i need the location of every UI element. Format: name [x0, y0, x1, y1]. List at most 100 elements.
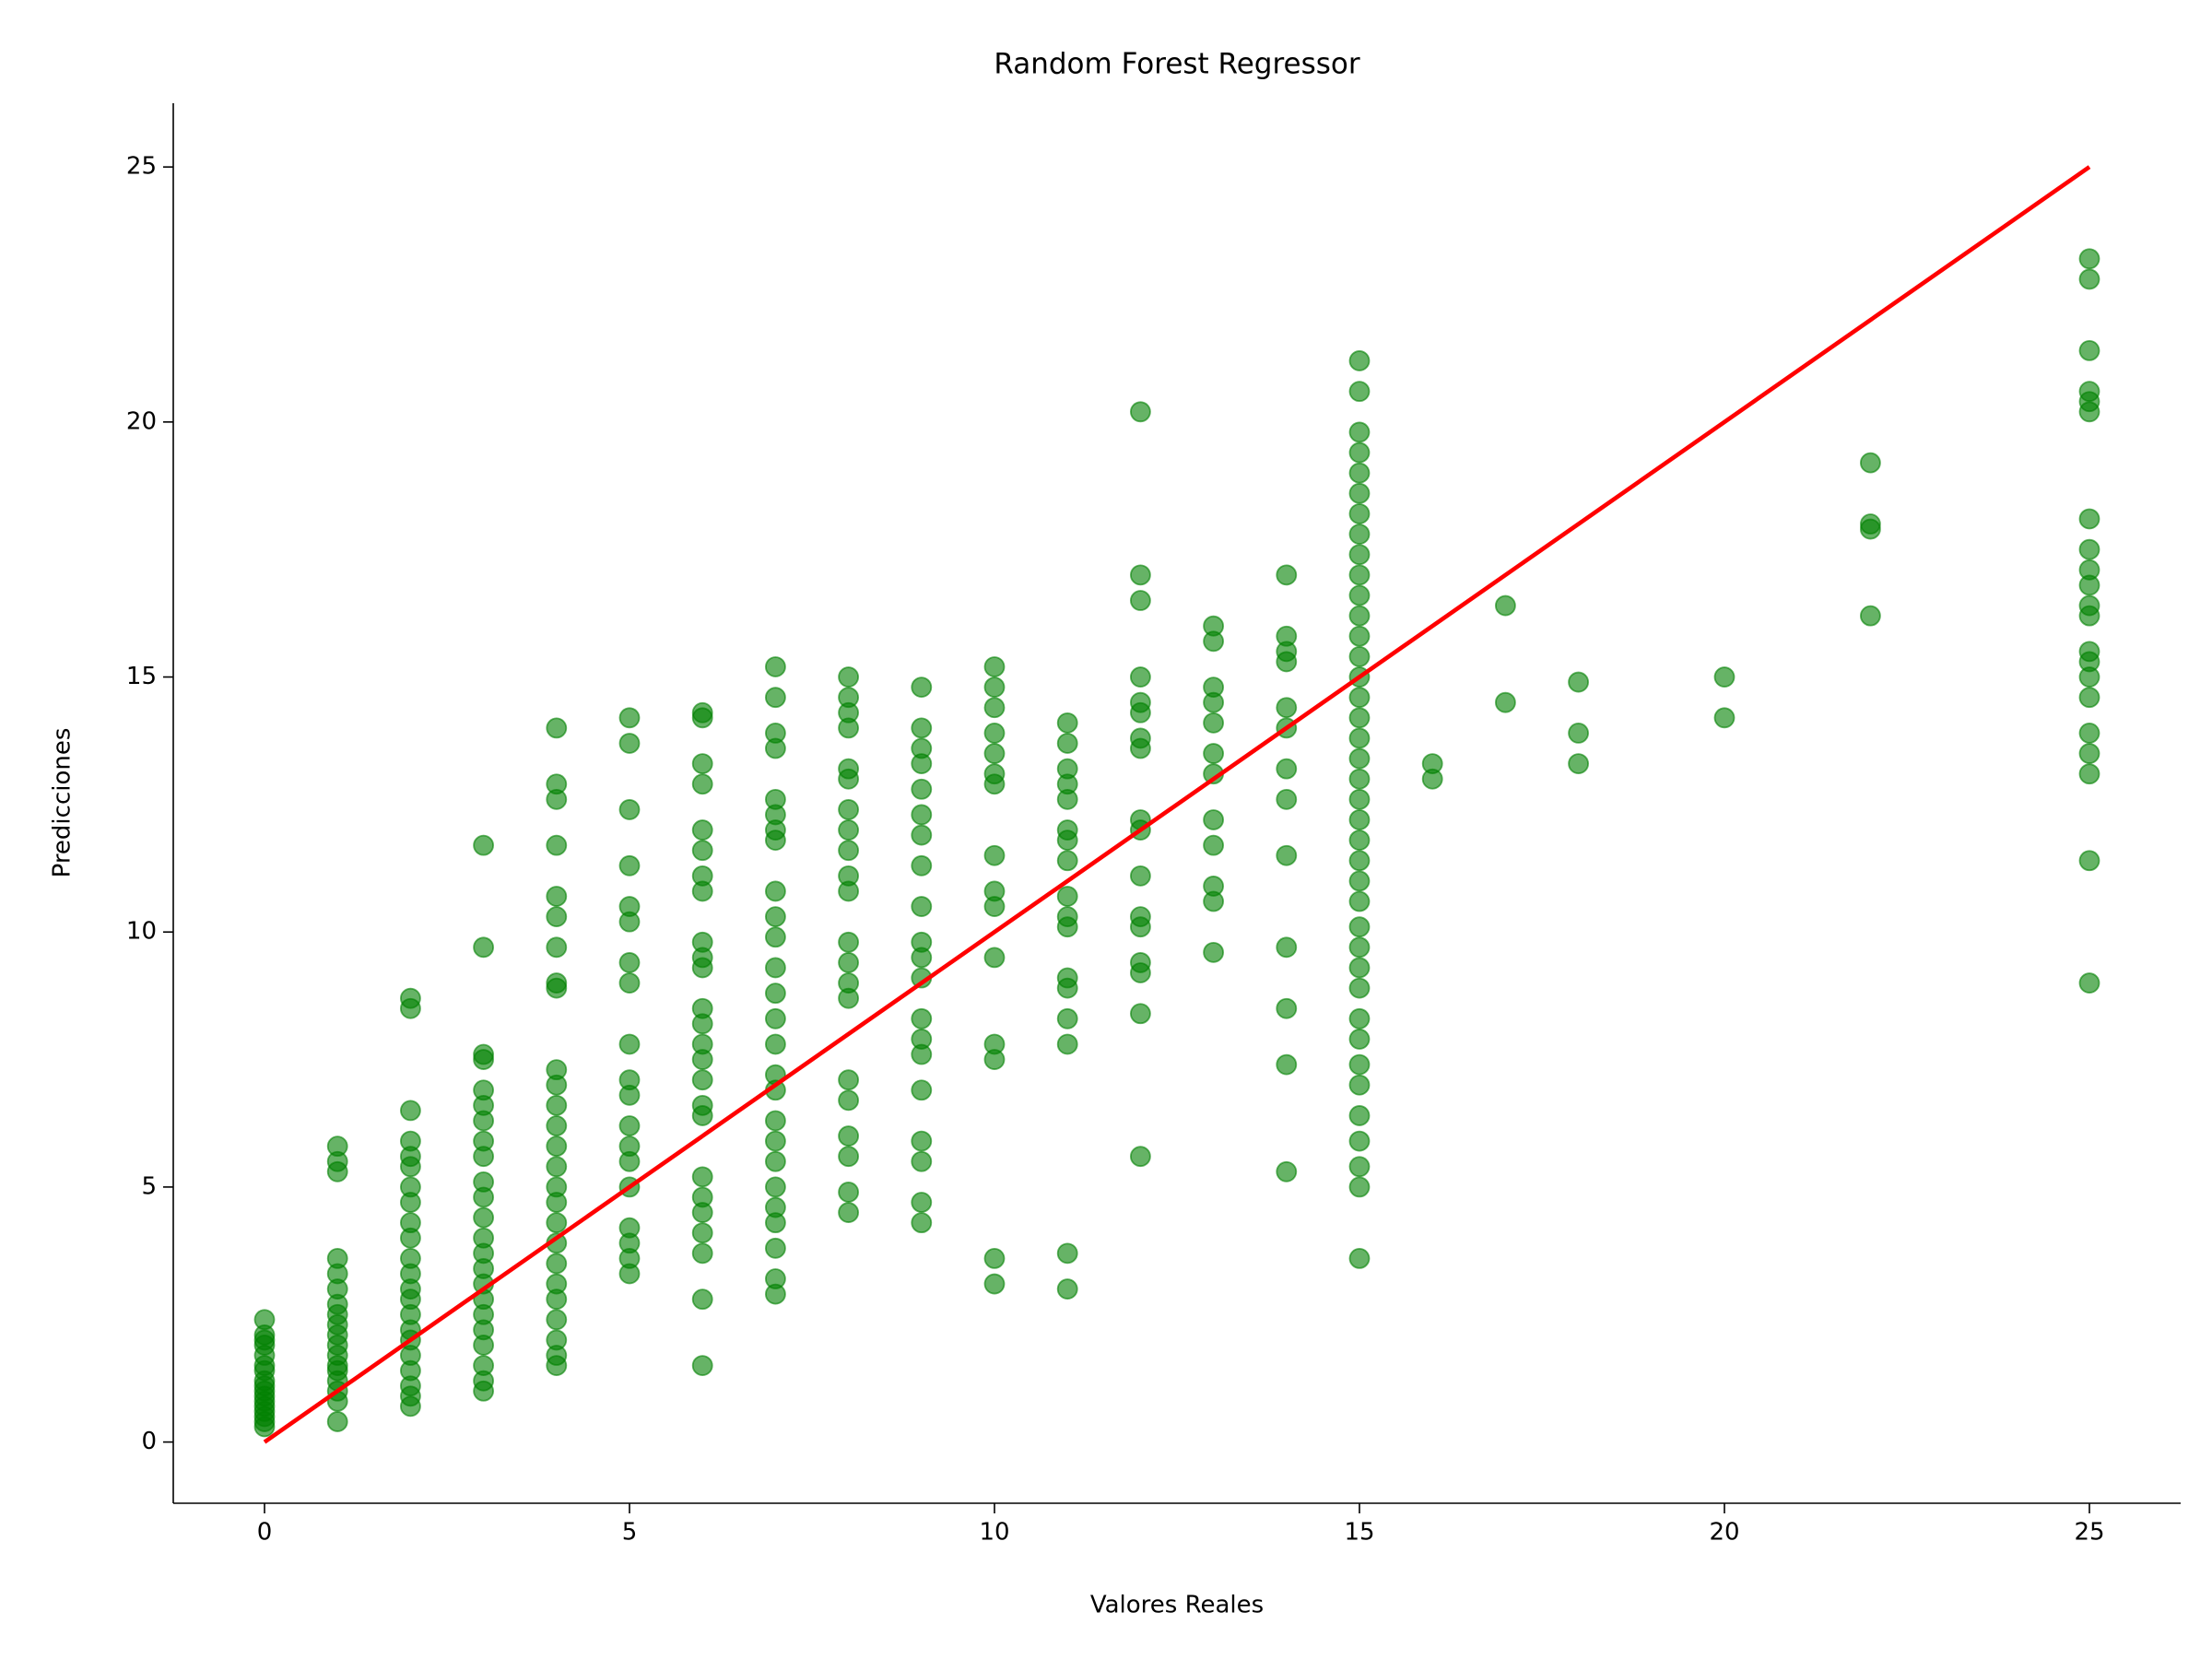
- point: [1348, 605, 1371, 627]
- point: [1130, 1003, 1151, 1025]
- point: [911, 1079, 933, 1101]
- point: [983, 880, 1006, 902]
- point: [546, 1094, 568, 1116]
- point: [546, 936, 568, 959]
- point: [691, 997, 713, 1019]
- point: [1348, 564, 1371, 586]
- point: [546, 886, 568, 907]
- point: [983, 844, 1006, 866]
- point: [618, 854, 641, 877]
- point: [1568, 753, 1589, 775]
- point: [838, 799, 859, 820]
- y-tick-label: 10: [126, 918, 157, 946]
- point: [546, 1176, 568, 1198]
- point: [1130, 906, 1151, 928]
- point: [1348, 524, 1371, 545]
- point: [983, 743, 1006, 764]
- point: [911, 1150, 933, 1172]
- point: [983, 1033, 1006, 1055]
- point: [838, 931, 859, 953]
- point: [765, 687, 786, 709]
- point: [691, 753, 713, 775]
- point: [911, 1192, 933, 1213]
- point: [1203, 809, 1224, 830]
- point: [1348, 350, 1371, 371]
- point: [1348, 916, 1371, 938]
- point: [983, 677, 1006, 699]
- point: [983, 1247, 1006, 1269]
- point: [618, 799, 641, 820]
- point: [765, 880, 786, 902]
- point: [1203, 615, 1224, 637]
- point: [1348, 727, 1371, 749]
- point: [911, 717, 933, 739]
- y-tick-label: 5: [141, 1172, 157, 1200]
- point: [473, 1355, 494, 1376]
- point: [765, 906, 786, 928]
- point: [765, 1130, 786, 1152]
- point: [1276, 1160, 1298, 1182]
- point: [546, 1135, 568, 1158]
- point: [326, 1411, 348, 1432]
- point: [1348, 1053, 1371, 1076]
- point: [2078, 743, 2100, 764]
- point: [2078, 559, 2100, 581]
- y-tick-label: 15: [126, 663, 157, 690]
- point: [765, 1176, 786, 1198]
- point: [911, 1212, 933, 1234]
- point: [618, 1135, 641, 1158]
- point: [691, 1069, 713, 1091]
- point: [765, 1268, 786, 1289]
- point: [546, 1156, 568, 1178]
- point: [546, 1059, 568, 1081]
- point: [2078, 339, 2100, 361]
- point: [1276, 1053, 1298, 1076]
- point: [1348, 707, 1371, 729]
- point: [691, 819, 713, 841]
- point: [1130, 952, 1151, 973]
- point: [1056, 758, 1078, 780]
- point: [546, 1212, 568, 1234]
- point: [983, 947, 1006, 969]
- point: [1348, 890, 1371, 912]
- point: [765, 723, 786, 744]
- point: [1276, 936, 1298, 959]
- point: [1860, 513, 1881, 535]
- point: [1348, 1029, 1371, 1050]
- x-tick-label: 15: [1344, 1519, 1374, 1547]
- point: [1203, 941, 1224, 963]
- point: [546, 834, 568, 856]
- point: [1348, 1247, 1371, 1269]
- point: [983, 656, 1006, 677]
- point: [1276, 844, 1298, 866]
- point: [546, 1309, 568, 1331]
- point: [1348, 1105, 1371, 1126]
- point: [2078, 594, 2100, 617]
- point: [1276, 758, 1298, 780]
- point: [1860, 605, 1881, 627]
- point: [1276, 625, 1298, 647]
- point: [1130, 1146, 1151, 1168]
- point: [2078, 508, 2100, 530]
- point: [326, 1135, 348, 1158]
- point: [1568, 723, 1589, 744]
- x-tick-label: 20: [1709, 1519, 1739, 1547]
- point: [765, 1110, 786, 1132]
- point: [1348, 1007, 1371, 1030]
- point: [1348, 646, 1371, 667]
- point: [618, 896, 641, 917]
- point: [618, 1115, 641, 1136]
- point: [1348, 850, 1371, 872]
- x-tick-label: 25: [2074, 1519, 2104, 1547]
- point: [1203, 712, 1224, 734]
- point: [473, 834, 494, 856]
- point: [983, 763, 1006, 785]
- point: [838, 1069, 859, 1091]
- point: [546, 1329, 568, 1351]
- point: [765, 656, 786, 677]
- point: [838, 972, 859, 994]
- point: [1348, 1156, 1371, 1178]
- point: [838, 865, 859, 887]
- point: [765, 982, 786, 1005]
